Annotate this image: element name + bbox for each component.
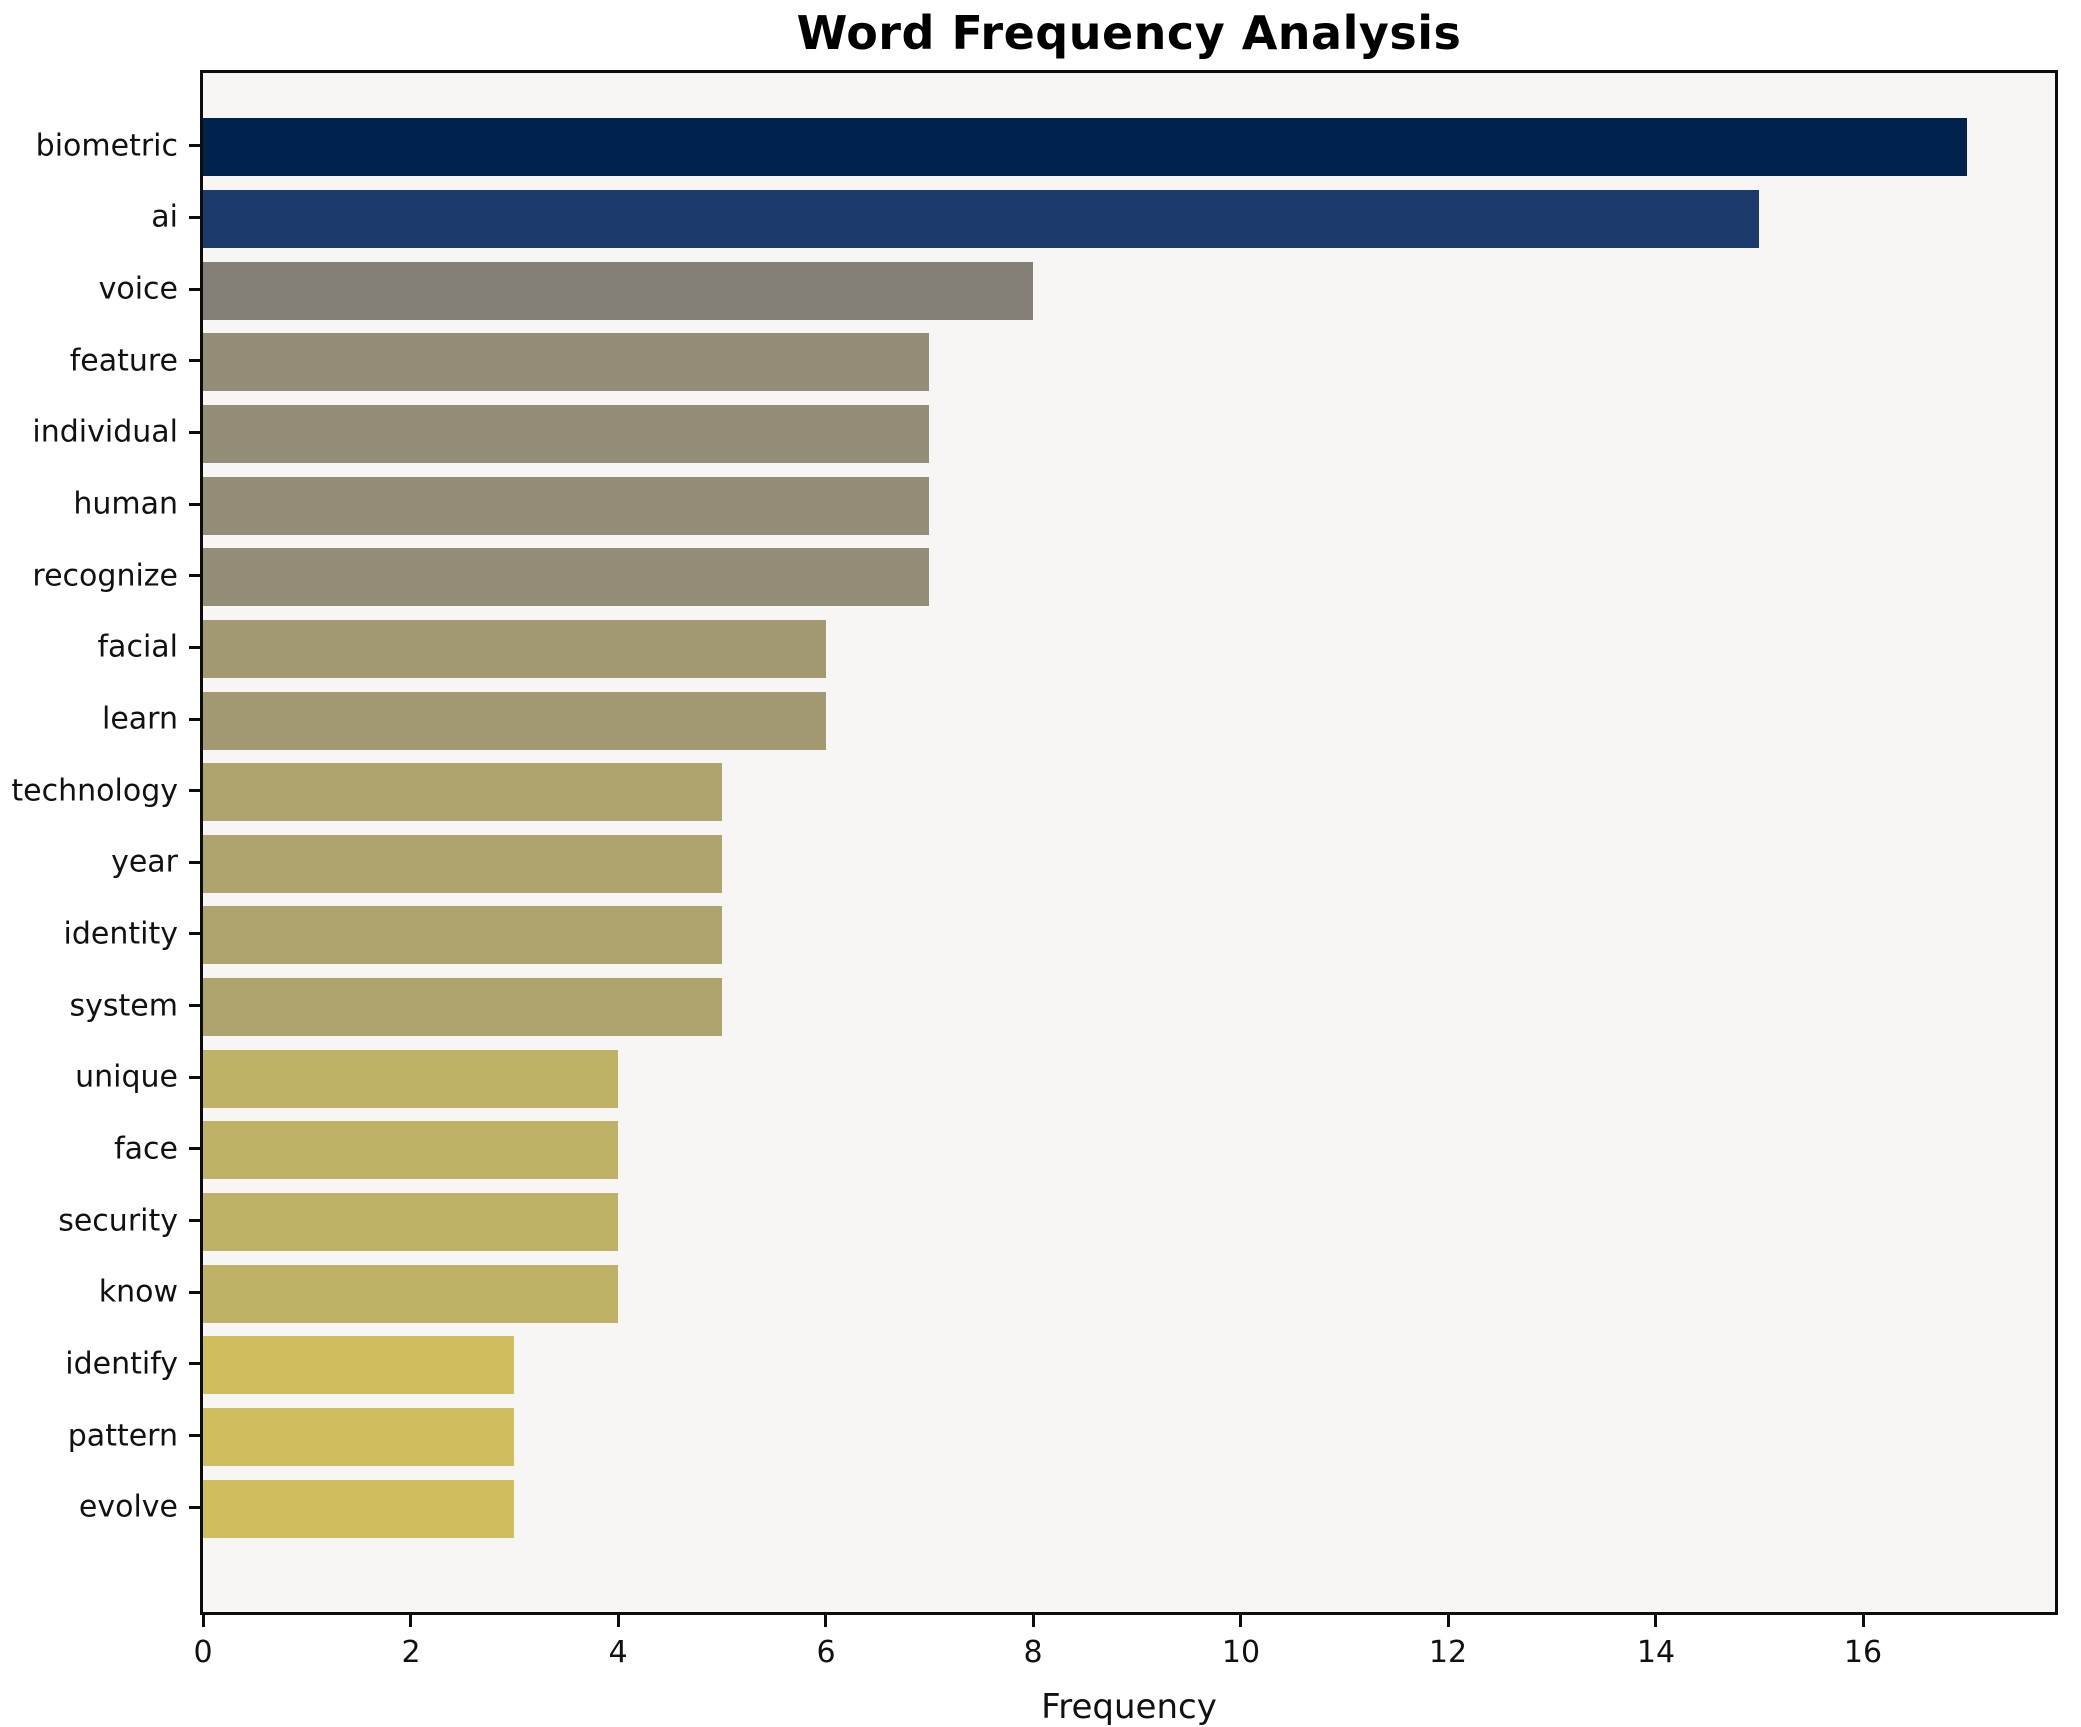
x-tick-label-14: 14 [1636, 1635, 1676, 1670]
x-tick-mark [1032, 1615, 1035, 1627]
y-tick-label-security: security [58, 1203, 178, 1239]
y-tick-label-year: year [111, 844, 178, 880]
y-tick-mark [189, 288, 200, 291]
chart-title: Word Frequency Analysis [796, 6, 1462, 60]
y-tick-mark [189, 861, 200, 864]
y-tick-label-recognize: recognize [32, 558, 178, 594]
y-tick-mark [189, 359, 200, 362]
bar-recognize [203, 548, 929, 606]
y-tick-mark [189, 216, 200, 219]
y-tick-label-biometric: biometric [35, 128, 178, 164]
bar-individual [203, 405, 929, 463]
y-tick-mark [189, 1506, 200, 1509]
bar-human [203, 477, 929, 535]
x-tick-mark [1239, 1615, 1242, 1627]
bar-voice [203, 262, 1033, 320]
bar-unique [203, 1050, 618, 1108]
y-tick-mark [189, 718, 200, 721]
x-tick-label-2: 2 [401, 1635, 421, 1670]
y-tick-mark [189, 574, 200, 577]
bar-biometric [203, 118, 1967, 176]
y-tick-label-feature: feature [69, 343, 178, 379]
bar-pattern [203, 1408, 514, 1466]
y-tick-mark [189, 789, 200, 792]
y-tick-mark [189, 431, 200, 434]
bar-year [203, 835, 722, 893]
x-tick-mark [409, 1615, 412, 1627]
y-tick-label-pattern: pattern [67, 1418, 178, 1454]
bar-identify [203, 1336, 514, 1394]
bar-system [203, 978, 722, 1036]
y-tick-mark [189, 646, 200, 649]
x-tick-label-12: 12 [1428, 1635, 1468, 1670]
plot-area [200, 70, 2058, 1615]
y-tick-mark [189, 1362, 200, 1365]
x-tick-label-6: 6 [816, 1635, 836, 1670]
bar-evolve [203, 1480, 514, 1538]
y-tick-mark [189, 1219, 200, 1222]
y-tick-label-ai: ai [151, 199, 178, 235]
y-tick-mark [189, 1076, 200, 1079]
x-axis-title: Frequency [1041, 1687, 1217, 1727]
y-tick-mark [189, 503, 200, 506]
y-tick-label-facial: facial [97, 629, 179, 665]
x-tick-label-16: 16 [1843, 1635, 1883, 1670]
x-tick-mark [202, 1615, 205, 1627]
x-tick-label-10: 10 [1221, 1635, 1261, 1670]
y-tick-mark [189, 1434, 200, 1437]
y-tick-label-know: know [98, 1274, 178, 1310]
x-tick-label-4: 4 [608, 1635, 628, 1670]
x-tick-label-0: 0 [193, 1635, 213, 1670]
bar-facial [203, 620, 826, 678]
y-tick-label-learn: learn [102, 701, 178, 737]
y-tick-mark [189, 1004, 200, 1007]
bar-security [203, 1193, 618, 1251]
bar-learn [203, 692, 826, 750]
y-tick-label-human: human [73, 486, 178, 522]
x-tick-mark [1862, 1615, 1865, 1627]
x-tick-mark [1654, 1615, 1657, 1627]
y-tick-mark [189, 144, 200, 147]
y-tick-label-voice: voice [98, 271, 178, 307]
y-tick-mark [189, 932, 200, 935]
bar-ai [203, 190, 1759, 248]
y-tick-label-unique: unique [75, 1059, 178, 1095]
y-tick-label-identify: identify [65, 1346, 178, 1382]
y-tick-label-face: face [114, 1131, 178, 1167]
y-tick-label-identity: identity [63, 916, 178, 952]
x-tick-label-8: 8 [1023, 1635, 1043, 1670]
bar-identity [203, 906, 722, 964]
y-tick-label-individual: individual [32, 414, 178, 450]
x-tick-mark [824, 1615, 827, 1627]
y-tick-mark [189, 1147, 200, 1150]
y-tick-label-evolve: evolve [78, 1489, 178, 1525]
x-tick-mark [1447, 1615, 1450, 1627]
bar-face [203, 1121, 618, 1179]
y-tick-mark [189, 1291, 200, 1294]
y-tick-label-system: system [69, 988, 178, 1024]
bar-technology [203, 763, 722, 821]
bar-know [203, 1265, 618, 1323]
y-tick-label-technology: technology [11, 773, 178, 809]
bar-feature [203, 333, 929, 391]
x-tick-mark [617, 1615, 620, 1627]
